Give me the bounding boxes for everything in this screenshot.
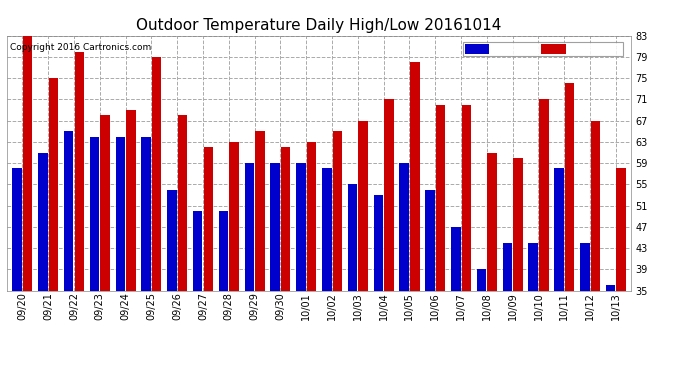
Bar bbox=[219, 211, 228, 291]
Bar bbox=[333, 131, 342, 291]
Bar bbox=[204, 147, 213, 291]
Bar bbox=[152, 57, 161, 291]
Bar bbox=[606, 285, 615, 291]
Bar bbox=[244, 163, 254, 291]
Legend: Low  (°F), High  (°F): Low (°F), High (°F) bbox=[463, 42, 623, 56]
Bar bbox=[141, 136, 151, 291]
Bar bbox=[436, 105, 445, 291]
Bar bbox=[462, 105, 471, 291]
Bar bbox=[270, 163, 280, 291]
Bar bbox=[100, 116, 110, 291]
Bar bbox=[64, 131, 73, 291]
Bar bbox=[348, 184, 357, 291]
Bar bbox=[281, 147, 290, 291]
Bar bbox=[167, 190, 177, 291]
Bar bbox=[23, 36, 32, 291]
Bar bbox=[554, 168, 564, 291]
Bar bbox=[75, 52, 84, 291]
Bar bbox=[358, 121, 368, 291]
Bar bbox=[178, 116, 187, 291]
Bar bbox=[410, 62, 420, 291]
Bar bbox=[487, 153, 497, 291]
Bar bbox=[322, 168, 331, 291]
Bar bbox=[115, 136, 125, 291]
Bar bbox=[565, 84, 574, 291]
Bar bbox=[12, 168, 22, 291]
Bar bbox=[229, 142, 239, 291]
Bar bbox=[591, 121, 600, 291]
Bar bbox=[296, 163, 306, 291]
Bar bbox=[193, 211, 202, 291]
Bar bbox=[425, 190, 435, 291]
Text: Copyright 2016 Cartronics.com: Copyright 2016 Cartronics.com bbox=[10, 43, 151, 52]
Bar bbox=[539, 99, 549, 291]
Bar bbox=[255, 131, 265, 291]
Bar bbox=[49, 78, 58, 291]
Bar bbox=[307, 142, 316, 291]
Bar bbox=[513, 158, 523, 291]
Bar bbox=[451, 227, 460, 291]
Bar bbox=[90, 136, 99, 291]
Bar bbox=[502, 243, 512, 291]
Bar bbox=[126, 110, 136, 291]
Bar bbox=[616, 168, 626, 291]
Bar bbox=[477, 269, 486, 291]
Bar bbox=[580, 243, 589, 291]
Bar bbox=[38, 153, 48, 291]
Bar bbox=[400, 163, 409, 291]
Bar bbox=[373, 195, 383, 291]
Bar bbox=[384, 99, 394, 291]
Bar bbox=[529, 243, 538, 291]
Title: Outdoor Temperature Daily High/Low 20161014: Outdoor Temperature Daily High/Low 20161… bbox=[137, 18, 502, 33]
